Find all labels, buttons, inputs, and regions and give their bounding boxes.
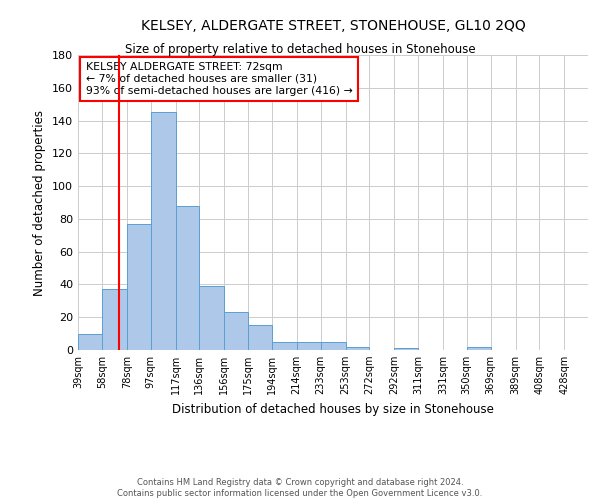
Bar xyxy=(102,290,127,350)
Bar xyxy=(176,206,199,350)
Bar xyxy=(297,342,320,350)
Bar xyxy=(248,326,272,350)
X-axis label: Distribution of detached houses by size in Stonehouse: Distribution of detached houses by size … xyxy=(172,402,494,415)
Text: Contains HM Land Registry data © Crown copyright and database right 2024.
Contai: Contains HM Land Registry data © Crown c… xyxy=(118,478,482,498)
Bar xyxy=(224,312,248,350)
Text: KELSEY ALDERGATE STREET: 72sqm
← 7% of detached houses are smaller (31)
93% of s: KELSEY ALDERGATE STREET: 72sqm ← 7% of d… xyxy=(86,62,352,96)
Title: KELSEY, ALDERGATE STREET, STONEHOUSE, GL10 2QQ: KELSEY, ALDERGATE STREET, STONEHOUSE, GL… xyxy=(140,19,526,33)
Bar xyxy=(467,346,491,350)
Bar xyxy=(272,342,297,350)
Text: Size of property relative to detached houses in Stonehouse: Size of property relative to detached ho… xyxy=(125,42,475,56)
Bar xyxy=(78,334,102,350)
Bar xyxy=(199,286,224,350)
Y-axis label: Number of detached properties: Number of detached properties xyxy=(34,110,46,296)
Bar xyxy=(127,224,151,350)
Bar xyxy=(394,348,418,350)
Bar xyxy=(320,342,346,350)
Bar xyxy=(151,112,176,350)
Bar xyxy=(346,346,369,350)
